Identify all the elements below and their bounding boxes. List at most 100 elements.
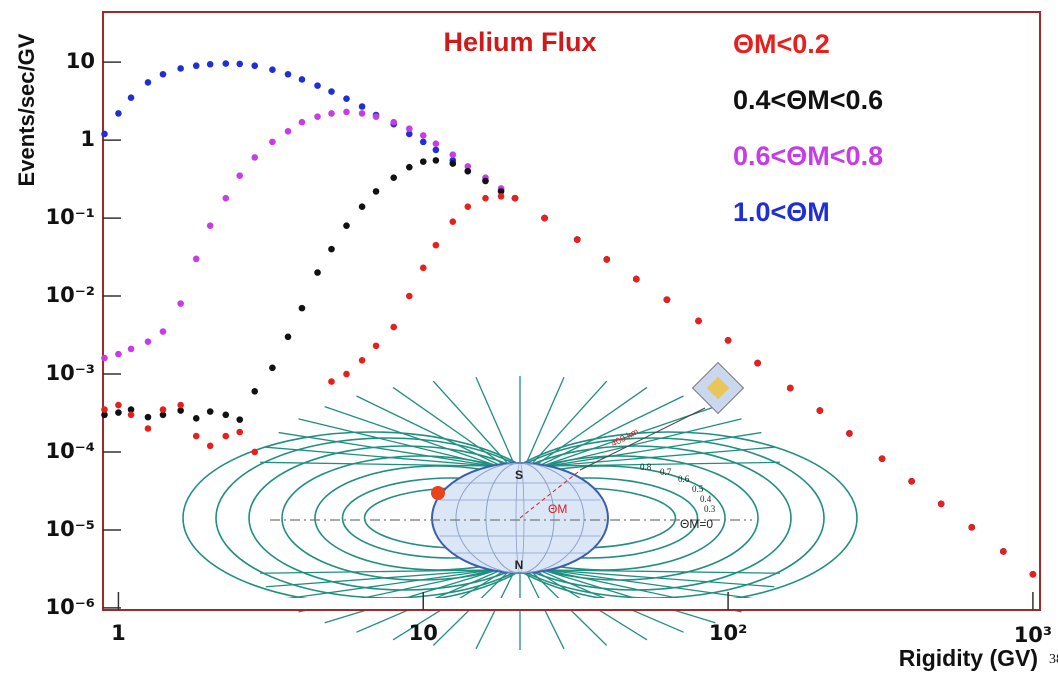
field-line xyxy=(542,405,716,467)
data-point xyxy=(908,478,915,485)
data-point xyxy=(177,300,184,307)
data-point xyxy=(406,130,413,138)
legend-entry: 0.6<ΘM<0.8 xyxy=(733,141,883,171)
data-point xyxy=(419,264,427,272)
data-point xyxy=(115,350,122,358)
inset-label: 0.8 xyxy=(640,462,652,472)
field-line xyxy=(260,569,491,574)
data-point xyxy=(482,177,489,185)
y-tick-label: 10 xyxy=(66,49,95,73)
data-point xyxy=(343,222,350,229)
data-point xyxy=(1000,548,1007,555)
plot-frame xyxy=(102,11,1041,611)
data-point xyxy=(177,407,184,414)
field-line xyxy=(324,405,498,467)
data-point xyxy=(695,317,702,325)
field-line xyxy=(278,569,493,601)
data-point xyxy=(432,241,440,249)
data-point xyxy=(127,345,135,353)
data-point xyxy=(358,103,366,110)
data-point xyxy=(314,113,321,120)
data-point xyxy=(236,416,244,423)
data-point xyxy=(787,384,794,392)
x-tick-label: 10² xyxy=(709,621,747,645)
field-line xyxy=(529,380,608,467)
radius xyxy=(519,471,579,519)
data-point xyxy=(432,140,440,147)
data-point xyxy=(101,406,108,413)
data-point xyxy=(192,62,200,70)
data-point xyxy=(754,359,761,367)
data-point xyxy=(482,194,489,202)
data-point xyxy=(284,70,292,78)
field-line xyxy=(534,386,648,467)
data-point xyxy=(633,275,640,283)
chart-title: Helium Flux xyxy=(443,27,596,57)
data-point xyxy=(878,455,886,462)
data-point xyxy=(406,163,413,171)
field-line xyxy=(260,461,491,467)
x-tick-label: 10 xyxy=(409,621,438,645)
field-line xyxy=(278,431,493,467)
data-point xyxy=(511,194,519,202)
data-point xyxy=(968,524,976,531)
field-line xyxy=(549,569,775,588)
y-axis-label: Events/sec/GV xyxy=(14,33,39,186)
y-tick-label: 10⁻⁴ xyxy=(45,439,95,463)
data-point xyxy=(192,432,200,440)
data-point xyxy=(372,342,380,350)
data-point xyxy=(432,146,440,154)
inset-label: ΘM xyxy=(548,502,567,516)
y-tick-label: 10⁻⁶ xyxy=(45,595,95,619)
data-point xyxy=(724,337,732,344)
data-point xyxy=(159,411,167,419)
data-point xyxy=(222,194,230,202)
field-line xyxy=(549,569,780,574)
data-point xyxy=(603,256,611,263)
field-line xyxy=(524,377,565,467)
data-point xyxy=(343,370,350,378)
data-point xyxy=(115,409,122,416)
satellite-panel xyxy=(706,376,730,400)
data-point xyxy=(251,154,259,161)
data-point xyxy=(159,70,167,78)
data-point xyxy=(432,157,440,164)
data-point xyxy=(192,255,200,263)
data-point xyxy=(464,203,472,210)
field-line xyxy=(549,446,775,467)
data-point xyxy=(328,88,335,95)
data-point xyxy=(127,406,135,413)
data-point xyxy=(937,500,945,508)
y-tick-label: 10⁻² xyxy=(45,283,95,307)
data-point xyxy=(449,160,457,167)
data-point xyxy=(144,79,152,86)
field-line xyxy=(324,569,498,624)
data-point xyxy=(115,401,122,409)
data-point xyxy=(390,118,398,126)
y-tick-label: 10⁻³ xyxy=(45,361,95,385)
data-point xyxy=(497,188,505,195)
data-point xyxy=(1029,570,1037,578)
data-point xyxy=(419,132,427,139)
page-number: 38 xyxy=(1049,652,1058,667)
data-point xyxy=(390,174,398,181)
data-point xyxy=(222,60,230,67)
field-line xyxy=(475,377,516,467)
data-point xyxy=(358,356,366,364)
y-tick-label: 10⁻⁵ xyxy=(45,517,95,541)
data-point xyxy=(573,236,581,243)
data-point xyxy=(328,378,335,385)
data-point xyxy=(251,388,259,395)
legend-entry: 0.4<ΘM<0.6 xyxy=(733,85,883,115)
field-line xyxy=(547,569,762,601)
data-point xyxy=(406,125,413,133)
location-dot xyxy=(431,486,445,500)
data-point xyxy=(127,94,135,102)
data-point xyxy=(206,408,214,415)
data-point xyxy=(251,62,259,70)
data-point xyxy=(343,108,350,116)
data-point xyxy=(269,66,276,74)
